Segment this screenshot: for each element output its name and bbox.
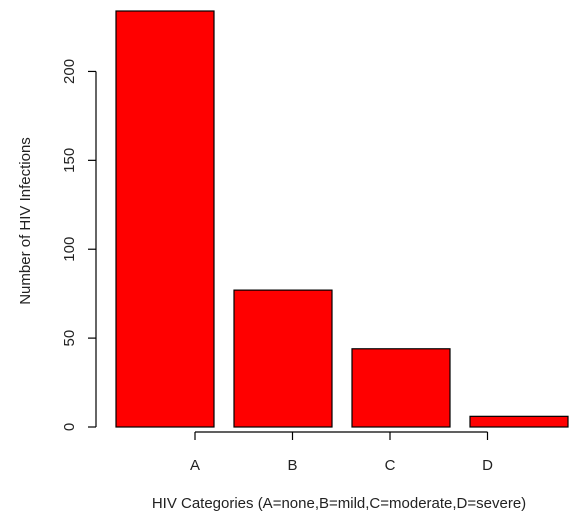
- bar-a: [115, 10, 215, 428]
- x-tick-label-d: D: [482, 457, 493, 474]
- y-tick-label-150: 150: [61, 148, 78, 173]
- y-axis: 0 50 100 150 200: [61, 59, 97, 431]
- x-axis-title: HIV Categories (A=none,B=mild,C=moderate…: [152, 495, 526, 512]
- y-axis-title: Number of HIV Infections: [17, 137, 34, 305]
- y-tick-label-50: 50: [61, 330, 78, 347]
- x-axis: A B C D: [190, 431, 493, 474]
- x-tick-label-c: C: [385, 457, 396, 474]
- y-tick-label-100: 100: [61, 237, 78, 262]
- x-tick-label-b: B: [287, 457, 297, 474]
- bars-group: [115, 10, 569, 428]
- bar-d: [469, 415, 569, 428]
- x-tick-label-a: A: [190, 457, 200, 474]
- y-tick-label-0: 0: [61, 423, 78, 431]
- bar-b: [233, 289, 333, 428]
- bar-c: [351, 348, 451, 428]
- y-tick-label-200: 200: [61, 59, 78, 84]
